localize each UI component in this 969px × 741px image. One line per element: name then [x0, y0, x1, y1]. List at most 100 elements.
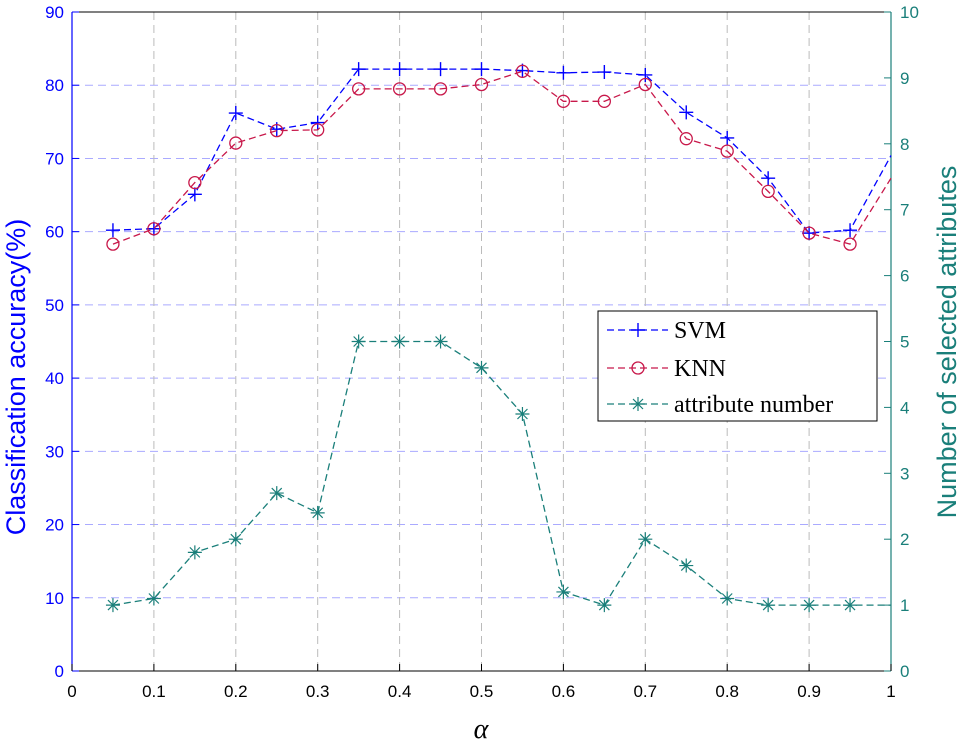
data-point-svm — [720, 130, 735, 145]
y-right-tick-label: 10 — [900, 3, 919, 22]
series-svm — [105, 62, 892, 241]
legend-item-knn: KNN — [607, 356, 726, 382]
series-line-svm — [112, 68, 892, 234]
data-point-attribute-number — [679, 558, 694, 573]
data-point-knn — [638, 77, 652, 92]
y-right-tick-label: 3 — [900, 464, 909, 483]
data-point-svm — [392, 62, 407, 77]
x-tick-label: 0.8 — [715, 682, 739, 701]
data-point-knn — [597, 94, 611, 108]
data-point-attribute-number — [802, 598, 817, 613]
data-point-knn — [311, 123, 325, 137]
y-left-tick-label: 50 — [45, 296, 64, 315]
legend-marker-attribute-number — [631, 397, 645, 411]
series-line-attribute-number — [112, 340, 891, 606]
y-left-tick-label: 80 — [45, 76, 64, 95]
y-right-tick-label: 4 — [900, 398, 909, 417]
y-right-tick-label: 0 — [900, 662, 909, 681]
data-point-attribute-number — [269, 486, 284, 501]
legend-item-attribute-number: attribute number — [607, 392, 833, 418]
y-left-tick-label: 90 — [45, 3, 64, 22]
data-point-knn — [515, 64, 530, 78]
data-point-attribute-number — [187, 545, 202, 560]
x-tick-label: 1 — [886, 682, 895, 701]
data-point-attribute-number — [556, 584, 571, 599]
series-line-knn — [112, 70, 892, 245]
legend: SVM KNN attribute number — [597, 310, 878, 422]
y-left-tick-label: 70 — [45, 149, 64, 168]
data-point-svm — [146, 221, 161, 236]
data-point-attribute-number — [392, 334, 407, 349]
data-point-knn — [843, 237, 857, 251]
y-right-tick-label: 1 — [900, 596, 909, 615]
data-point-attribute-number — [638, 532, 653, 547]
y-right-tick-label: 6 — [900, 267, 909, 286]
data-point-svm — [474, 62, 489, 77]
data-point-knn — [188, 175, 202, 190]
y-right-tick-label: 5 — [900, 333, 909, 352]
data-point-knn — [270, 123, 284, 138]
data-point-attribute-number — [105, 598, 120, 613]
data-point-knn — [679, 132, 693, 146]
data-point-attribute-number — [515, 406, 530, 421]
data-point-knn — [802, 226, 816, 240]
y-left-tick-label: 0 — [55, 662, 64, 681]
data-point-svm — [556, 65, 571, 80]
x-tick-label: 0.1 — [142, 682, 166, 701]
data-point-svm — [597, 65, 612, 80]
data-point-svm — [105, 223, 120, 238]
data-point-knn — [433, 82, 448, 96]
data-point-attribute-number — [843, 598, 858, 613]
y-axis-right-label: Number of selected attributes — [932, 166, 962, 519]
data-point-knn — [474, 77, 489, 92]
data-point-knn — [720, 144, 734, 158]
data-point-attribute-number — [761, 598, 776, 613]
x-tick-label: 0.5 — [470, 682, 494, 701]
x-tick-label: 0.4 — [388, 682, 412, 701]
data-point-attribute-number — [310, 505, 325, 520]
data-point-svm — [351, 62, 366, 77]
series-layer — [105, 62, 892, 613]
data-point-knn — [392, 82, 407, 96]
data-point-attribute-number — [597, 598, 612, 613]
x-tick-label: 0.3 — [306, 682, 330, 701]
data-point-attribute-number — [228, 532, 243, 547]
data-point-svm — [187, 187, 202, 202]
legend-label-attribute-number: attribute number — [674, 392, 833, 418]
y-left-tick-label: 30 — [45, 442, 64, 461]
data-point-knn — [106, 237, 120, 251]
data-point-knn — [556, 94, 571, 108]
y-right-tick-label: 2 — [900, 530, 909, 549]
y-left-tick-label: 10 — [45, 589, 64, 608]
data-point-svm — [433, 62, 448, 77]
data-point-attribute-number — [146, 591, 161, 606]
legend-marker-knn — [631, 361, 645, 375]
data-point-attribute-number — [474, 360, 489, 375]
series-attribute-number — [105, 334, 891, 613]
data-point-attribute-number — [433, 334, 448, 349]
data-point-svm — [638, 67, 653, 82]
x-tick-label: 0.2 — [224, 682, 248, 701]
y-left-tick-label: 20 — [45, 516, 64, 535]
x-tick-label: 0.7 — [633, 682, 657, 701]
x-tick-label: 0.6 — [552, 682, 576, 701]
data-point-attribute-number — [351, 334, 366, 349]
data-point-svm — [228, 106, 243, 121]
x-tick-label: 0 — [67, 682, 76, 701]
legend-label-knn: KNN — [674, 356, 726, 382]
y-right-tick-label: 7 — [900, 201, 909, 220]
data-point-svm — [310, 115, 325, 130]
data-point-knn — [351, 82, 366, 96]
series-knn — [106, 64, 892, 251]
x-tick-label: 0.9 — [797, 682, 821, 701]
y-axis-left-label: Classification accuracy(%) — [1, 219, 31, 536]
y-left-tick-label: 40 — [45, 369, 64, 388]
y-left-tick-label: 60 — [45, 223, 64, 242]
data-point-knn — [147, 222, 161, 236]
legend-label-svm: SVM — [674, 318, 726, 344]
y-right-tick-label: 8 — [900, 135, 909, 154]
data-point-attribute-number — [720, 591, 735, 606]
data-point-knn — [761, 184, 775, 199]
